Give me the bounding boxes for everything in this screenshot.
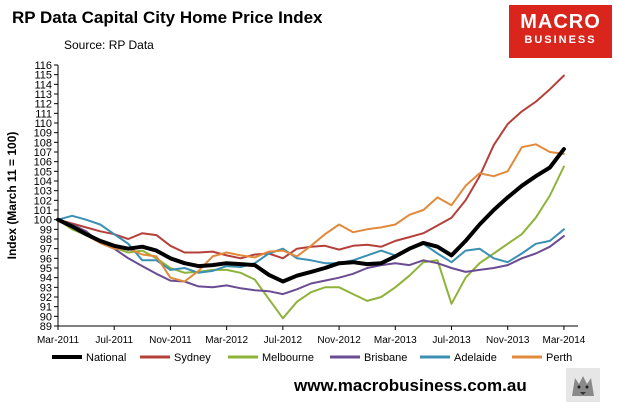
chart-subtitle: Source: RP Data [64,38,154,52]
chart-axes: 8990919293949596979899100101102103104105… [5,60,586,346]
y-tick-label: 112 [34,99,52,111]
series-line-melbourne [57,165,565,320]
legend-label-sydney: Sydney [174,352,211,364]
y-tick-label: 93 [40,282,52,294]
y-tick-label: 107 [34,147,52,159]
wolf-logo-icon [566,368,600,402]
y-axis-label: Index (March 11 = 100) [5,132,19,260]
x-tick-label: Mar-2014 [543,335,586,346]
x-tick-label: Mar-2012 [205,335,248,346]
chart-legend: National Sydney Melbourne Brisbane Adelaide P… [52,352,572,364]
series-line-sydney [57,74,565,260]
y-tick-label: 90 [40,311,52,323]
y-tick-label: 89 [40,321,52,333]
y-tick-label: 103 [34,186,52,198]
y-tick-label: 97 [40,244,52,256]
x-tick-label: Mar-2011 [37,335,79,346]
y-tick-label: 100 [34,215,52,227]
series-line-perth [57,143,565,283]
y-tick-label: 91 [40,302,52,314]
y-tick-label: 102 [34,195,52,207]
series-line-brisbane [57,218,565,296]
x-tick-label: Nov-2012 [317,335,361,346]
y-tick-label: 109 [34,128,52,140]
series-line-adelaide [57,214,565,274]
macrobusiness-logo: MACRO BUSINESS [509,5,612,58]
legend-label-adelaide: Adelaide [454,352,497,364]
logo-line-1: MACRO [520,11,601,33]
legend-label-perth: Perth [546,352,572,364]
y-tick-label: 95 [40,263,52,275]
x-tick-label: Jul-2012 [264,335,303,346]
y-tick-label: 105 [34,166,52,178]
chart-title: RP Data Capital City Home Price Index [12,8,323,27]
y-tick-label: 106 [34,157,52,169]
y-tick-label: 92 [40,292,52,304]
y-tick-label: 111 [35,108,52,120]
series-line-national [56,147,566,284]
y-tick-label: 101 [34,205,52,217]
y-tick-label: 116 [34,60,52,72]
y-tick-label: 113 [34,89,52,101]
x-tick-label: Nov-2011 [149,335,192,346]
y-tick-label: 104 [34,176,52,188]
y-tick-label: 98 [40,234,52,246]
x-tick-label: Jul-2011 [95,335,133,346]
y-tick-label: 114 [34,79,52,91]
y-tick-label: 110 [34,118,52,130]
y-tick-label: 96 [40,253,52,265]
x-tick-label: Jul-2013 [432,335,471,346]
x-tick-label: Mar-2013 [374,335,417,346]
legend-label-melbourne: Melbourne [262,352,314,364]
y-tick-label: 94 [40,273,52,285]
y-tick-label: 115 [34,70,52,82]
y-tick-label: 99 [40,224,52,236]
legend-label-national: National [86,352,126,364]
chart-series-group [56,74,566,320]
footer-url: www.macrobusiness.com.au [294,376,527,395]
x-tick-label: Nov-2013 [486,335,530,346]
legend-label-brisbane: Brisbane [364,352,407,364]
logo-line-2: BUSINESS [524,34,597,46]
y-tick-label: 108 [34,137,52,149]
